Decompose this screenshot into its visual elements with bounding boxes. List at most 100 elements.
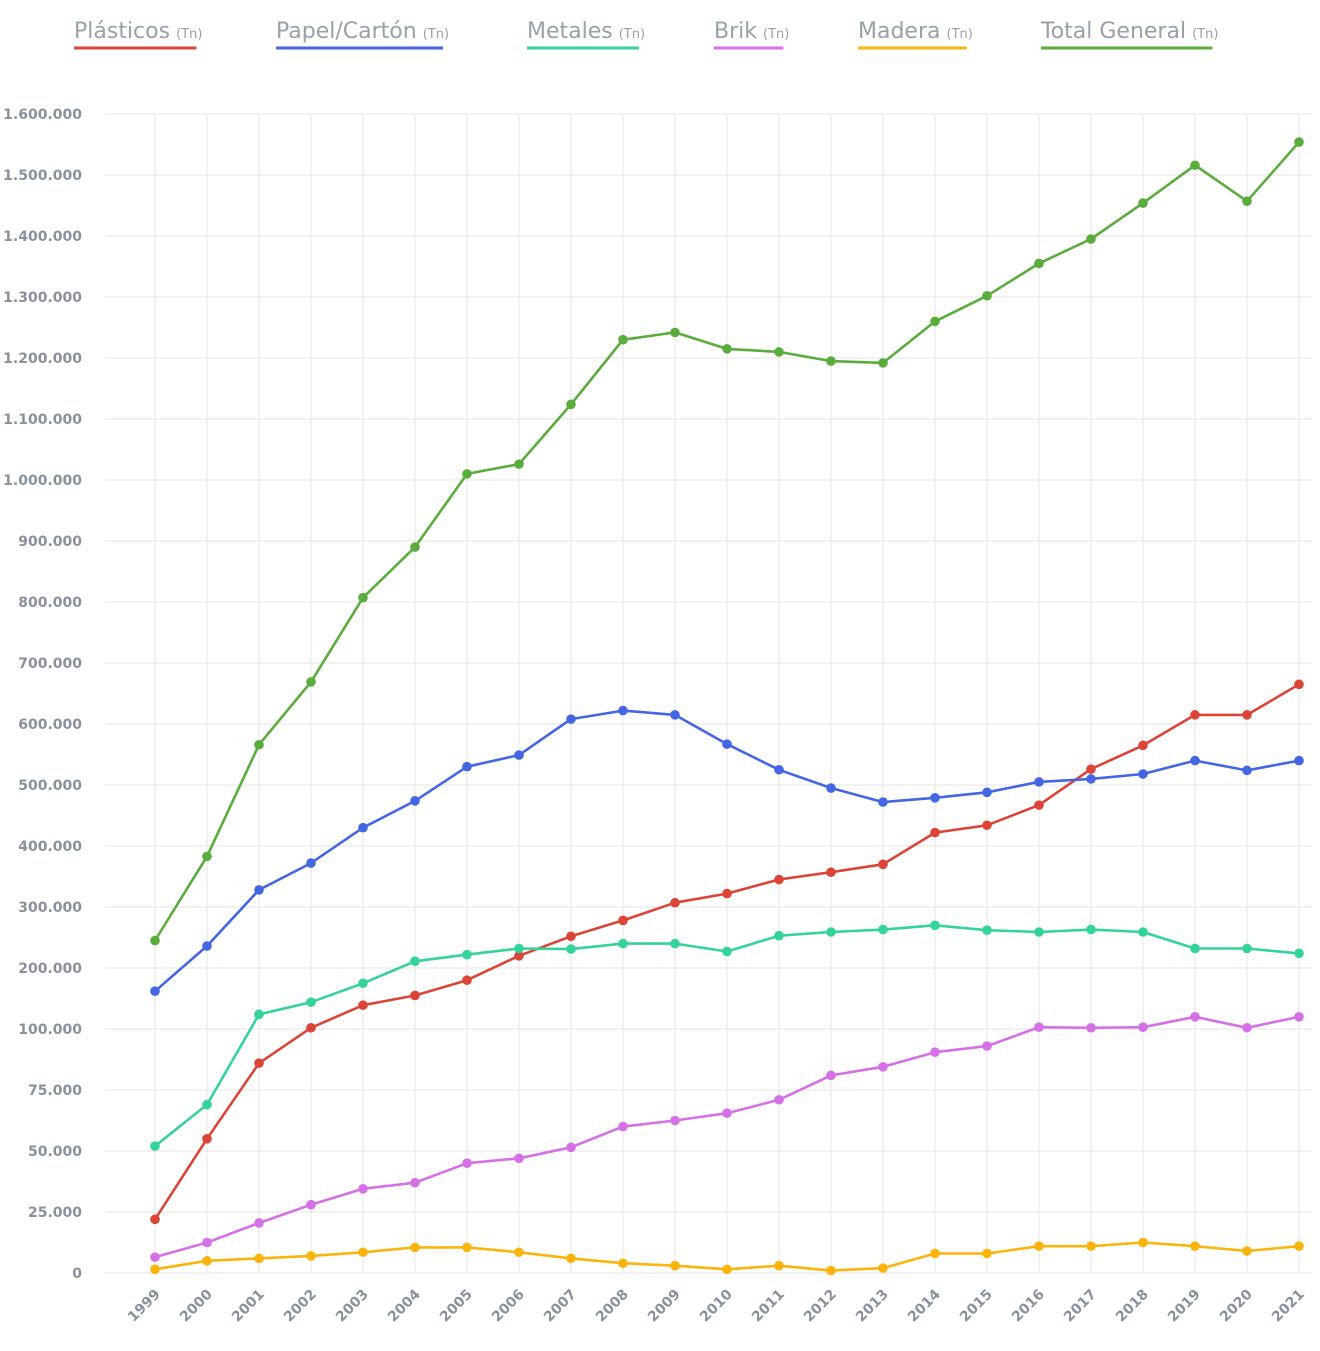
data-point[interactable] (462, 1242, 472, 1253)
data-point[interactable] (618, 1258, 628, 1269)
data-point[interactable] (1242, 765, 1252, 776)
data-point[interactable] (774, 1094, 784, 1105)
data-point[interactable] (1190, 1012, 1200, 1022)
data-point[interactable] (254, 1009, 264, 1020)
data-point[interactable] (358, 1000, 368, 1011)
data-point[interactable] (1190, 755, 1200, 766)
data-point[interactable] (774, 347, 784, 357)
data-point[interactable] (150, 1264, 160, 1275)
data-point[interactable] (514, 943, 524, 954)
data-point[interactable] (982, 787, 992, 798)
data-point[interactable] (982, 290, 992, 301)
data-point[interactable] (150, 935, 160, 946)
data-point[interactable] (358, 822, 368, 833)
data-point[interactable] (670, 1115, 680, 1126)
data-point[interactable] (982, 1041, 992, 1051)
data-point[interactable] (1086, 764, 1096, 774)
data-point[interactable] (358, 978, 368, 989)
data-point[interactable] (774, 874, 784, 885)
data-point[interactable] (150, 1141, 160, 1151)
data-point[interactable] (1034, 927, 1044, 937)
data-point[interactable] (618, 334, 628, 345)
data-point[interactable] (358, 592, 368, 603)
data-point[interactable] (410, 956, 420, 967)
data-point[interactable] (982, 820, 992, 831)
data-point[interactable] (826, 783, 836, 793)
data-point[interactable] (878, 797, 888, 807)
data-point[interactable] (826, 1070, 836, 1081)
data-point[interactable] (410, 542, 420, 552)
data-point[interactable] (722, 344, 732, 354)
data-point[interactable] (1294, 948, 1304, 959)
data-point[interactable] (202, 1237, 212, 1248)
legend[interactable]: Plásticos (Tn) Papel/Cartón (Tn) Metales (Tn)… (74, 19, 1218, 50)
data-point[interactable] (1294, 679, 1304, 690)
data-point[interactable] (1138, 740, 1148, 751)
data-point[interactable] (826, 927, 836, 937)
data-point[interactable] (566, 944, 576, 954)
data-point[interactable] (1190, 1241, 1200, 1251)
data-point[interactable] (1242, 1022, 1252, 1033)
data-point[interactable] (150, 1214, 160, 1225)
data-point[interactable] (618, 938, 628, 949)
data-point[interactable] (1190, 943, 1200, 954)
data-point[interactable] (618, 705, 628, 716)
data-point[interactable] (722, 888, 732, 899)
data-point[interactable] (1138, 927, 1148, 937)
data-point[interactable] (566, 1142, 576, 1153)
data-point[interactable] (722, 946, 732, 957)
data-point[interactable] (462, 469, 472, 479)
data-point[interactable] (306, 1199, 316, 1210)
data-point[interactable] (462, 761, 472, 772)
data-point[interactable] (930, 316, 940, 327)
data-point[interactable] (774, 764, 784, 775)
data-point[interactable] (878, 358, 888, 368)
legend-item[interactable]: Total General (Tn) (1040, 19, 1218, 50)
data-point[interactable] (254, 739, 264, 750)
data-point[interactable] (462, 1158, 472, 1168)
data-point[interactable] (306, 1022, 316, 1033)
data-point[interactable] (618, 915, 628, 926)
data-point[interactable] (670, 710, 680, 720)
data-point[interactable] (150, 986, 160, 996)
data-point[interactable] (1034, 258, 1044, 269)
data-point[interactable] (306, 1251, 316, 1261)
data-point[interactable] (826, 867, 836, 878)
data-point[interactable] (878, 859, 888, 870)
data-point[interactable] (1242, 943, 1252, 954)
data-point[interactable] (774, 930, 784, 941)
data-point[interactable] (566, 714, 576, 724)
data-point[interactable] (514, 1247, 524, 1258)
data-point[interactable] (254, 1058, 264, 1068)
data-point[interactable] (514, 459, 524, 469)
data-point[interactable] (1242, 196, 1252, 207)
data-point[interactable] (1086, 234, 1096, 244)
data-point[interactable] (722, 1264, 732, 1275)
data-point[interactable] (930, 1047, 940, 1057)
data-point[interactable] (1138, 1237, 1148, 1248)
data-point[interactable] (1086, 1022, 1096, 1033)
legend-item[interactable]: Brik (Tn) (714, 19, 789, 50)
data-point[interactable] (150, 1252, 160, 1262)
data-point[interactable] (774, 1260, 784, 1271)
data-point[interactable] (826, 356, 836, 366)
data-point[interactable] (930, 1248, 940, 1259)
data-point[interactable] (1190, 160, 1200, 171)
data-point[interactable] (202, 1256, 212, 1266)
data-point[interactable] (254, 1253, 264, 1264)
data-point[interactable] (1294, 755, 1304, 766)
data-point[interactable] (1242, 710, 1252, 720)
data-point[interactable] (306, 997, 316, 1007)
data-point[interactable] (1190, 710, 1200, 720)
data-point[interactable] (930, 920, 940, 931)
data-point[interactable] (670, 897, 680, 908)
data-point[interactable] (358, 1184, 368, 1194)
data-point[interactable] (1138, 198, 1148, 208)
legend-item[interactable]: Metales (Tn) (527, 19, 645, 50)
data-point[interactable] (306, 858, 316, 868)
legend-item[interactable]: Papel/Cartón (Tn) (276, 19, 449, 50)
data-point[interactable] (930, 793, 940, 803)
legend-item[interactable]: Madera (Tn) (858, 19, 973, 50)
data-point[interactable] (1034, 800, 1044, 810)
data-point[interactable] (930, 827, 940, 838)
